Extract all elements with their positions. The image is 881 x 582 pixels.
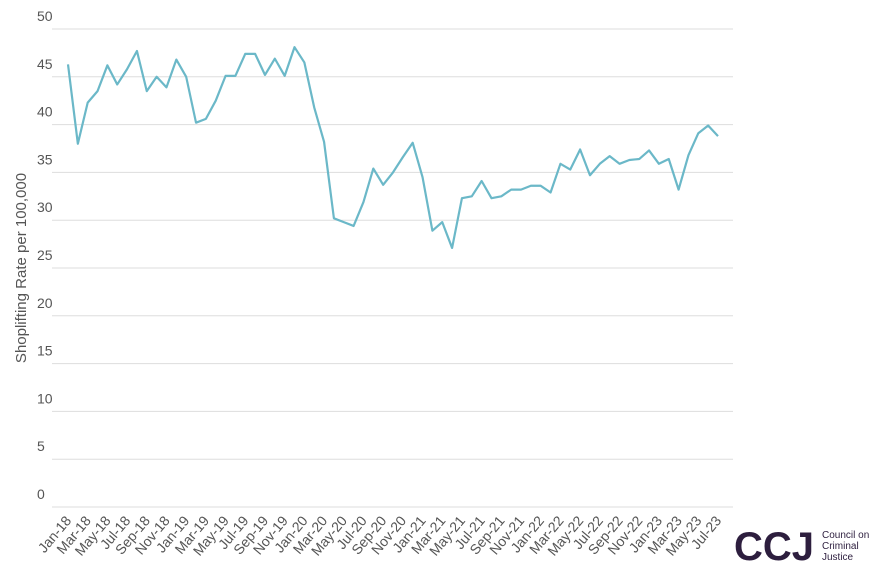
y-tick-label: 15 bbox=[37, 343, 53, 359]
logo-text: Justice bbox=[822, 552, 854, 563]
data-line bbox=[66, 46, 719, 250]
y-tick-label: 0 bbox=[37, 486, 45, 502]
logo-text: Criminal bbox=[822, 541, 859, 552]
logo-text: Council on bbox=[822, 530, 869, 541]
y-tick-label: 25 bbox=[37, 247, 53, 263]
y-tick-label: 45 bbox=[37, 56, 53, 72]
y-tick-label: 20 bbox=[37, 295, 53, 311]
logo-mark: CCJ bbox=[734, 525, 814, 569]
y-tick-label: 35 bbox=[37, 151, 53, 167]
y-tick-label: 10 bbox=[37, 390, 53, 406]
y-tick-label: 50 bbox=[37, 8, 53, 24]
y-tick-label: 30 bbox=[37, 199, 53, 215]
y-tick-label: 5 bbox=[37, 438, 45, 454]
y-axis-label: Shoplifting Rate per 100,000 bbox=[13, 173, 30, 363]
y-tick-label: 40 bbox=[37, 104, 53, 120]
